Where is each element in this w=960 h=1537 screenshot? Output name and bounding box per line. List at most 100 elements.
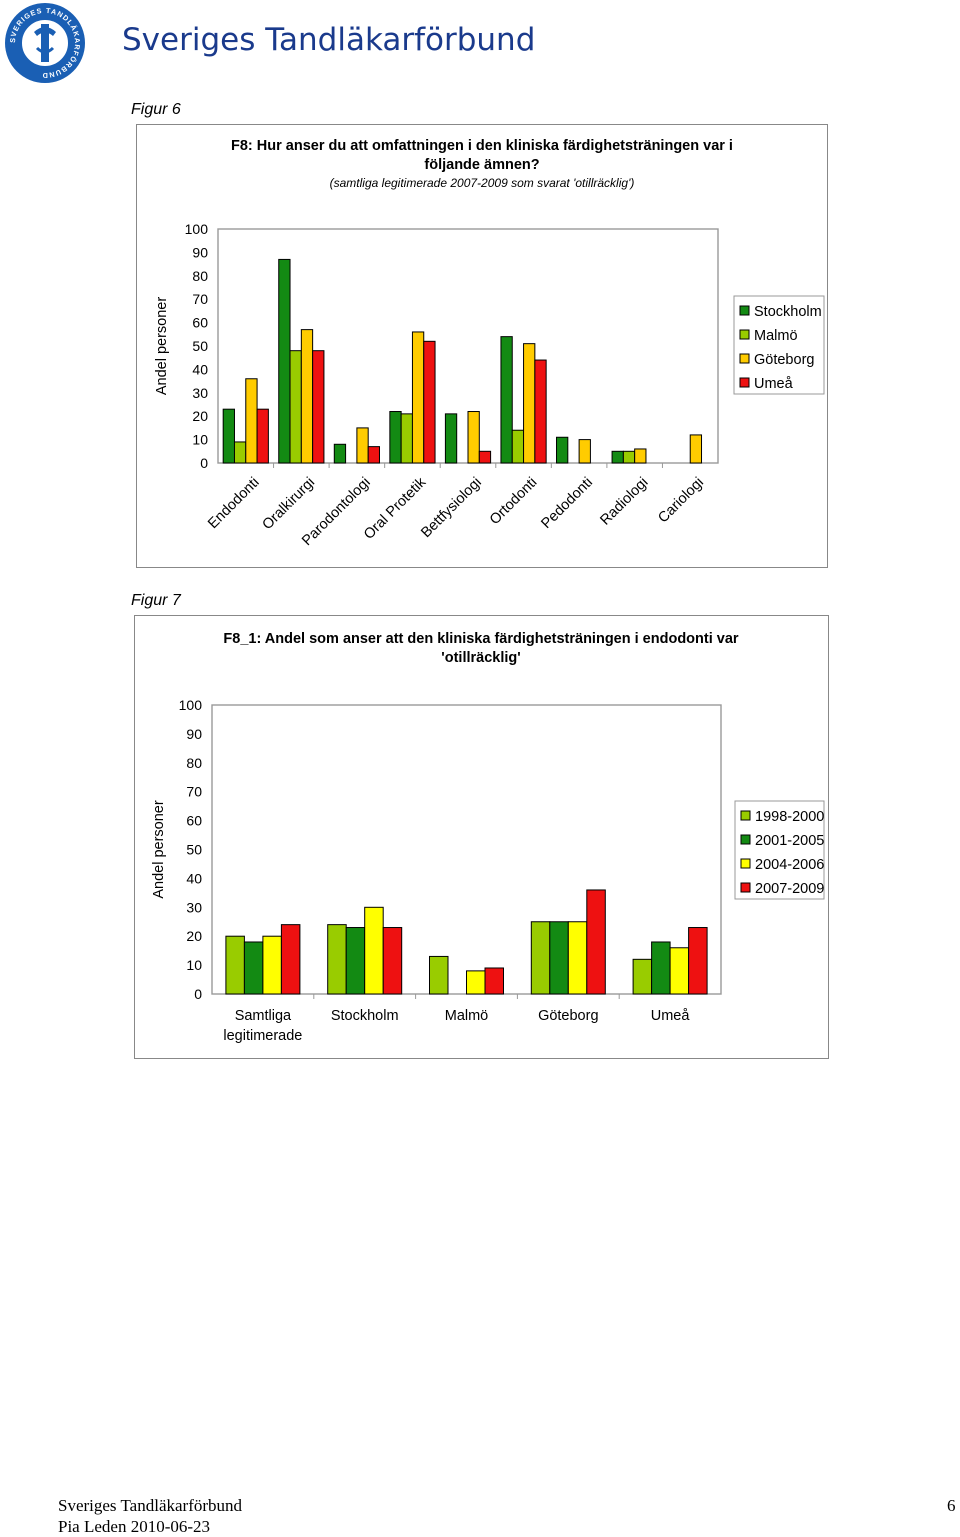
chart-2-x-tick-label: Stockholm bbox=[331, 1008, 399, 1024]
chart-1-x-tick-label: Cariologi bbox=[655, 475, 707, 527]
chart-2-bar bbox=[567, 921, 588, 995]
chart-2-bar bbox=[688, 927, 708, 995]
chart-1-bar bbox=[523, 343, 536, 464]
chart-2-bar bbox=[586, 889, 606, 995]
chart-1-bar bbox=[444, 413, 458, 464]
chart-1-bar bbox=[689, 434, 703, 464]
chart-2-bar bbox=[429, 955, 449, 995]
chart-1-x-tick-label: Oralkirurgi bbox=[260, 475, 319, 534]
chart-2-title-line: F8_1: Andel som anser att den kliniska f… bbox=[223, 631, 738, 647]
chart-1-bar bbox=[256, 408, 269, 464]
chart-1-subtitle: (samtliga legitimerade 2007-2009 som sva… bbox=[330, 176, 635, 190]
chart-2-bar bbox=[345, 927, 366, 995]
chart-1-x-tick-label: Endodonti bbox=[205, 475, 262, 532]
chart-1-bar bbox=[333, 443, 347, 464]
chart-2-x-tick-label: legitimerade bbox=[223, 1028, 302, 1044]
chart-1-bar bbox=[289, 350, 302, 464]
chart-1-bar bbox=[622, 450, 636, 464]
chart-2-bar bbox=[382, 927, 403, 995]
chart-2-y-tick-label: 40 bbox=[186, 870, 202, 886]
chart-1-bar bbox=[578, 439, 591, 464]
chart-1-bar bbox=[278, 258, 291, 464]
chart-2-legend-swatch bbox=[740, 810, 751, 821]
chart-1-y-tick-label: 20 bbox=[192, 408, 208, 424]
chart-1-svg: F8: Hur anser du att omfattningen i den … bbox=[154, 138, 825, 549]
chart-2-legend-swatch bbox=[740, 882, 751, 893]
chart-2-svg: F8_1: Andel som anser att den kliniska f… bbox=[151, 631, 825, 1044]
chart-1-bar bbox=[356, 427, 369, 464]
chart-2-bar bbox=[327, 924, 347, 995]
chart-1-bar bbox=[500, 336, 513, 464]
chart-1-bar bbox=[312, 350, 325, 464]
chart-1-bar bbox=[300, 329, 314, 464]
chart-1-legend-swatch bbox=[739, 353, 750, 364]
chart-2-y-tick-label: 50 bbox=[186, 842, 202, 858]
logo-svg: SVERIGES TANDLÄKARFÖRBUND bbox=[5, 3, 85, 83]
footer-org: Sveriges Tandläkarförbund bbox=[58, 1496, 243, 1515]
chart-1-legend-label: Umeå bbox=[754, 376, 794, 392]
chart-1-bar bbox=[245, 378, 258, 464]
chart-1-bar bbox=[233, 441, 247, 464]
chart-2-bar bbox=[364, 906, 384, 995]
chart-2-y-tick-label: 70 bbox=[186, 784, 202, 800]
chart-1-y-tick-label: 90 bbox=[192, 244, 208, 260]
chart-2-bar bbox=[651, 941, 671, 995]
chart-1-bar bbox=[634, 448, 647, 464]
chart-2-y-tick-label: 100 bbox=[179, 697, 203, 713]
chart-2-y-tick-label: 20 bbox=[186, 928, 202, 944]
chart-1-bar bbox=[411, 331, 425, 464]
chart-2-legend-label: 2001-2005 bbox=[755, 833, 824, 849]
chart-1-legend-label: Malmö bbox=[754, 328, 798, 344]
chart-1-bar bbox=[367, 446, 380, 464]
chart-1-bar bbox=[423, 340, 436, 464]
chart-2-x-tick-label: Malmö bbox=[445, 1008, 489, 1024]
chart-2-bar bbox=[466, 970, 486, 995]
chart-2-x-tick-label: Samtliga bbox=[235, 1008, 292, 1024]
chart-1-x-tick-label: Radiologi bbox=[597, 475, 651, 529]
chart-2-y-tick-label: 80 bbox=[186, 755, 202, 771]
chart-1-y-tick-label: 80 bbox=[192, 268, 208, 284]
chart-1-bar bbox=[222, 408, 235, 464]
chart-2-y-axis-label: Andel personer bbox=[151, 800, 167, 899]
chart-1-title-line: F8: Hur anser du att omfattningen i den … bbox=[231, 138, 733, 154]
chart-2-y-tick-label: 60 bbox=[186, 813, 202, 829]
chart-1-bar bbox=[556, 436, 569, 464]
chart-2-x-tick-label: Göteborg bbox=[538, 1008, 598, 1024]
chart-2-legend-label: 2004-2006 bbox=[755, 857, 824, 873]
chart-1-y-tick-label: 100 bbox=[185, 221, 209, 237]
chart-2-bar bbox=[632, 958, 653, 995]
chart-2-bar bbox=[669, 947, 690, 995]
chart-2-legend-label: 1998-2000 bbox=[755, 809, 824, 825]
chart-1-y-tick-label: 30 bbox=[192, 385, 208, 401]
chart-1-bar bbox=[611, 450, 624, 464]
chart-1-legend-label: Stockholm bbox=[754, 304, 822, 320]
chart-1-title-line: följande ämnen? bbox=[424, 157, 539, 173]
chart-1-y-tick-label: 70 bbox=[192, 291, 208, 307]
figure-7-chart: F8_1: Andel som anser att den kliniska f… bbox=[134, 615, 829, 1059]
chart-2-y-tick-label: 10 bbox=[186, 957, 202, 973]
chart-1-bar bbox=[534, 359, 547, 464]
chart-1-legend-swatch bbox=[739, 329, 750, 340]
chart-2-bar bbox=[262, 935, 282, 995]
chart-1-y-tick-label: 0 bbox=[200, 455, 208, 471]
chart-2-bar bbox=[280, 924, 301, 995]
chart-2-x-tick-label: Umeå bbox=[651, 1008, 691, 1024]
chart-1-bar bbox=[389, 411, 402, 464]
chart-1-legend-swatch bbox=[739, 305, 750, 316]
chart-2-y-tick-label: 30 bbox=[186, 899, 202, 915]
chart-2-bar bbox=[225, 935, 245, 995]
chart-2-bar bbox=[484, 967, 504, 995]
chart-2-bar bbox=[549, 921, 569, 995]
chart-1-legend-swatch bbox=[739, 377, 750, 388]
chart-1-x-tick-label: Bettfysiologi bbox=[418, 475, 485, 542]
chart-2-bar bbox=[243, 941, 264, 995]
chart-1-y-tick-label: 60 bbox=[192, 315, 208, 331]
chart-1-y-tick-label: 10 bbox=[192, 432, 208, 448]
chart-1-legend-label: Göteborg bbox=[754, 352, 814, 368]
chart-2-bar bbox=[530, 921, 551, 995]
chart-1-bar bbox=[511, 429, 525, 464]
chart-1-y-axis-label: Andel personer bbox=[154, 297, 170, 396]
footer-author-date: Pia Leden 2010-06-23 bbox=[58, 1517, 211, 1536]
chart-2-legend-label: 2007-2009 bbox=[755, 881, 824, 897]
figure-6-label: Figur 6 bbox=[131, 101, 181, 118]
